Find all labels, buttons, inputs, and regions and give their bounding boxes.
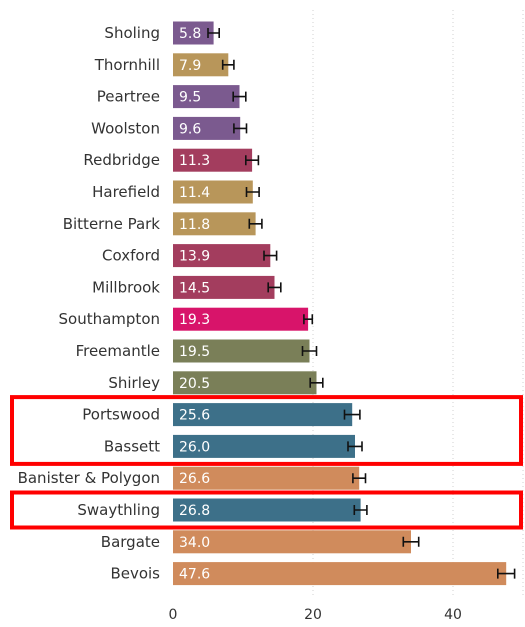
bar bbox=[173, 562, 507, 586]
data-label: 7.9 bbox=[179, 58, 201, 74]
data-label: 9.6 bbox=[179, 121, 201, 137]
data-label: 5.8 bbox=[179, 26, 201, 42]
category-label: Southampton bbox=[59, 310, 160, 328]
data-label: 26.6 bbox=[179, 471, 210, 487]
error-bar bbox=[301, 346, 318, 356]
category-label: Harefield bbox=[92, 183, 160, 201]
error-bar bbox=[497, 568, 516, 579]
category-label: Thornhill bbox=[94, 56, 160, 74]
highlight-box-1 bbox=[10, 490, 523, 530]
category-label: Peartree bbox=[97, 88, 160, 106]
bar bbox=[173, 530, 411, 554]
x-tick-label: 0 bbox=[169, 607, 178, 623]
bar bbox=[173, 275, 275, 299]
data-label: 26.0 bbox=[179, 439, 210, 455]
error-bar bbox=[248, 218, 263, 229]
data-label: 26.8 bbox=[179, 503, 210, 519]
data-label: 11.3 bbox=[179, 153, 210, 169]
data-label: 19.3 bbox=[179, 312, 210, 328]
data-label: 19.5 bbox=[179, 344, 210, 360]
category-label: Bitterne Park bbox=[63, 215, 161, 233]
data-label: 20.5 bbox=[179, 376, 210, 392]
bar bbox=[173, 371, 317, 395]
error-bar bbox=[352, 473, 367, 484]
error-bar bbox=[267, 282, 282, 293]
category-label: Redbridge bbox=[83, 151, 160, 169]
error-bar bbox=[343, 409, 361, 420]
category-label: Swaythling bbox=[77, 501, 160, 519]
category-label: Woolston bbox=[91, 119, 160, 137]
category-label: Banister & Polygon bbox=[18, 469, 160, 487]
bar bbox=[173, 116, 241, 140]
x-tick-label: 40 bbox=[444, 607, 462, 623]
data-label: 9.5 bbox=[179, 90, 201, 106]
data-label: 11.4 bbox=[179, 185, 210, 201]
bar bbox=[173, 307, 309, 331]
bar bbox=[173, 212, 256, 236]
data-label: 25.6 bbox=[179, 408, 210, 424]
data-label: 13.9 bbox=[179, 249, 210, 265]
category-label: Bevois bbox=[110, 565, 160, 583]
data-label: 11.8 bbox=[179, 217, 210, 233]
bar bbox=[173, 403, 353, 427]
error-bar bbox=[263, 250, 278, 261]
error-bar bbox=[309, 377, 324, 388]
highlight-box-0 bbox=[10, 395, 523, 466]
error-bar bbox=[353, 505, 368, 515]
error-bar bbox=[207, 28, 220, 38]
error-bar bbox=[402, 536, 420, 547]
bar bbox=[173, 53, 229, 77]
category-label: Freemantle bbox=[76, 342, 160, 360]
error-bar bbox=[245, 187, 260, 197]
data-label: 14.5 bbox=[179, 280, 210, 296]
bar bbox=[173, 148, 253, 172]
bar bbox=[173, 21, 214, 45]
category-label: Millbrook bbox=[92, 278, 160, 296]
category-label: Coxford bbox=[102, 247, 160, 265]
data-label: 34.0 bbox=[179, 535, 210, 551]
error-bar bbox=[233, 123, 248, 134]
bar bbox=[173, 498, 361, 522]
category-label: Bargate bbox=[101, 533, 160, 551]
error-bar bbox=[303, 314, 314, 325]
bar bbox=[173, 434, 355, 458]
category-label: Bassett bbox=[104, 437, 160, 455]
bar bbox=[173, 244, 271, 268]
error-bar bbox=[221, 59, 235, 70]
category-label: Shirley bbox=[108, 374, 160, 392]
bar bbox=[173, 339, 310, 363]
error-bar bbox=[347, 441, 363, 452]
error-bar bbox=[232, 91, 247, 102]
data-label: 47.6 bbox=[179, 567, 210, 583]
bar bbox=[173, 180, 253, 204]
bar bbox=[173, 85, 240, 109]
category-label: Portswood bbox=[82, 406, 160, 424]
x-tick-label: 20 bbox=[304, 607, 322, 623]
category-label: Sholing bbox=[104, 24, 160, 42]
bar bbox=[173, 466, 360, 490]
error-bar bbox=[245, 155, 260, 166]
